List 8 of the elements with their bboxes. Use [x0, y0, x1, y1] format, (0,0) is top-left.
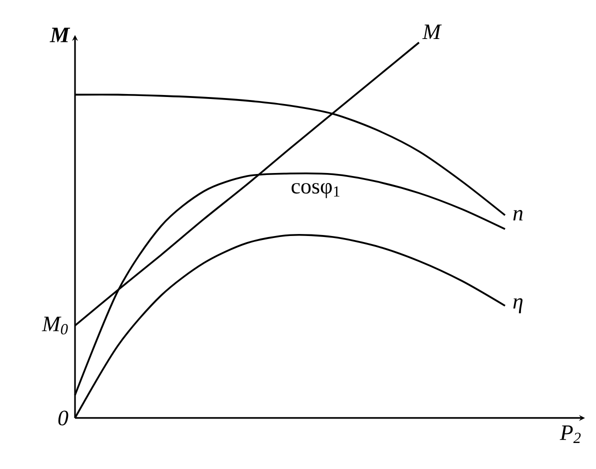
annotation: M$_{0}$: [42, 316, 68, 334]
series-label: M: [422, 24, 442, 39]
series-label: cosφ$_{1}$: [292, 183, 340, 198]
series-label: n: [513, 210, 523, 220]
annotation: 0: [58, 410, 68, 426]
y-axis-title: M: [50, 28, 70, 42]
series-label: η: [513, 298, 522, 314]
x-axis-title: P$_{2}$: [560, 425, 581, 443]
